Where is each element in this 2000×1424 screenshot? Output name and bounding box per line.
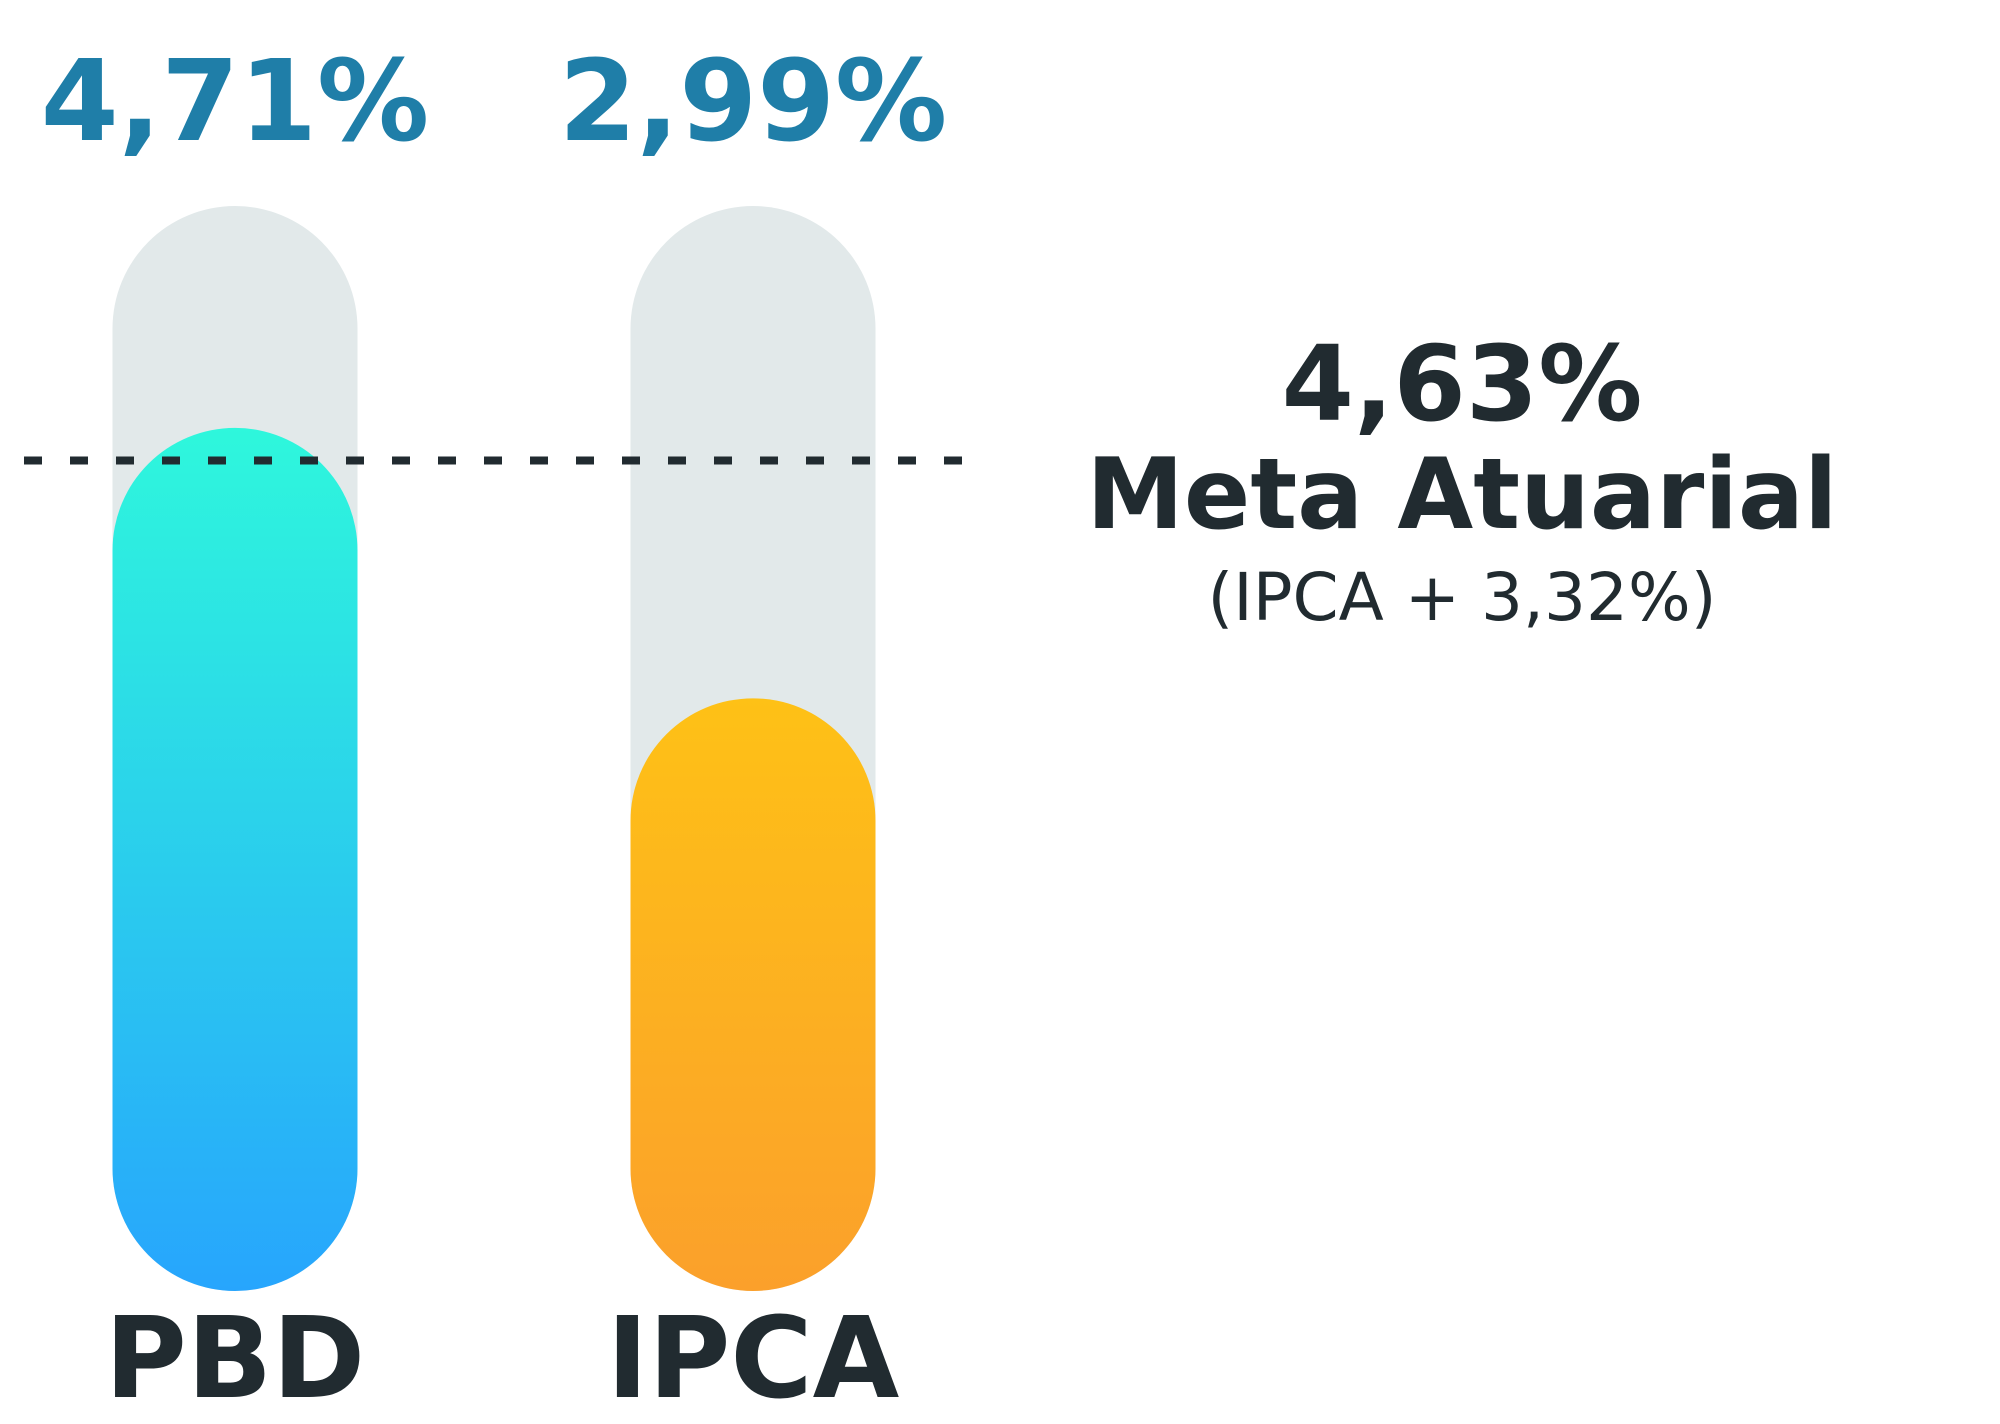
category-label-pbd: PBD xyxy=(105,1294,365,1424)
bar-ipca xyxy=(630,698,876,1291)
reference-title-label: Meta Atuarial xyxy=(1086,438,1837,552)
reference-line-group: 4,63%Meta Atuarial(IPCA + 3,32%) xyxy=(24,323,1838,636)
value-label-ipca: 2,99% xyxy=(559,37,948,167)
reference-value-label: 4,63% xyxy=(1282,323,1643,445)
bars xyxy=(112,427,876,1291)
category-label-ipca: IPCA xyxy=(607,1294,900,1424)
reference-sub-label: (IPCA + 3,32%) xyxy=(1208,559,1717,636)
value-label-pbd: 4,71% xyxy=(41,37,430,167)
labels: 4,71% PBD 2,99% IPCA xyxy=(41,37,948,1424)
bar-pbd xyxy=(112,427,358,1291)
